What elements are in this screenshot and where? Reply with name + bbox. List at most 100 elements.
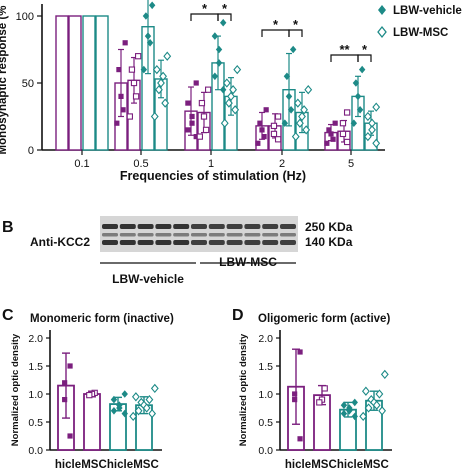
point-5-s1-2 [339, 130, 347, 138]
point-2-s3-4 [296, 118, 304, 128]
kda-140-label: 140 KDa [305, 235, 353, 249]
point-1-s1-1 [198, 99, 206, 107]
point-1-s3-1 [222, 78, 231, 88]
point-1-s3-3 [227, 91, 235, 102]
point-2-1 [110, 395, 118, 404]
significance-bracket-1-1 [217, 13, 232, 21]
point-0-2 [292, 397, 298, 403]
point-1-s0-5 [193, 134, 199, 140]
band-lower-lane-5 [173, 240, 190, 245]
point-2-s3-1 [293, 98, 302, 108]
bar-0.1-s3 [95, 15, 109, 151]
band-middle-lane-1 [102, 233, 118, 237]
point-2-s0-2 [259, 127, 265, 133]
x-tick-label-3: MSC [363, 459, 389, 471]
x-tick-label-1: 1 [208, 158, 214, 170]
band-middle-lane-3 [137, 233, 154, 237]
point-0-3 [67, 433, 73, 439]
point-3-1 [361, 386, 370, 396]
point-0.5-s1-4 [126, 113, 133, 120]
point-2-0 [121, 390, 128, 398]
band-middle-lane-6 [191, 233, 207, 237]
panel-c-letter: C [2, 307, 14, 324]
x-tick-label-0.5: 0.5 [133, 158, 148, 170]
panel-a-x-axis-label: Frequencies of stimulation (Hz) [120, 169, 306, 183]
band-lower-lane-7 [208, 240, 225, 245]
significance-bracket-5-1 [357, 54, 372, 62]
legend-label-lbw-msc: LBW-MSC [393, 27, 448, 39]
band-upper-lane-4 [155, 224, 172, 229]
point-2-s2-2 [285, 92, 293, 101]
point-0.5-s2-1 [142, 12, 150, 20]
point-0.5-s0-2 [118, 93, 124, 99]
significance-label-2-0: * [273, 17, 279, 32]
point-5-s1-3 [343, 138, 351, 146]
significance-bracket-2-1 [288, 29, 303, 37]
point-2-3 [116, 404, 123, 412]
point-1-s2-4 [211, 72, 219, 81]
point-3-5 [142, 403, 151, 413]
panel-c-y-axis-label: Normalized optic density [10, 333, 21, 446]
legend-label-lbw-vehicle: LBW-vehicle [393, 5, 462, 17]
point-5-s0-1 [326, 127, 332, 133]
point-1-s2-3 [215, 59, 223, 67]
point-1-s3-5 [231, 105, 240, 115]
band-lower-lane-4 [155, 240, 172, 245]
x-tick-label-0: hicle [55, 459, 81, 471]
panel-b-letter: B [2, 219, 14, 236]
band-upper-lane-6 [191, 224, 207, 229]
y-tick-label-0.5: 0.5 [258, 417, 273, 429]
point-1-2 [316, 399, 323, 406]
panel-d-title: Oligomeric form (active) [258, 313, 390, 325]
band-upper-lane-11 [280, 224, 296, 229]
point-0.5-s2-0 [148, 1, 156, 10]
significance-label-1-0: * [202, 1, 208, 16]
band-lower-lane-11 [280, 240, 296, 245]
point-5-s3-3 [368, 125, 376, 135]
panel-c-bar-chart: C Monomeric form (inactive) Normalized o… [2, 307, 174, 471]
band-lower-lane-2 [119, 240, 136, 245]
band-middle-lane-10 [262, 233, 279, 237]
band-middle-lane-4 [155, 233, 172, 237]
x-tick-label-0: hicle [285, 459, 311, 471]
point-2-s0-3 [261, 134, 267, 140]
point-5-s0-2 [328, 131, 334, 137]
significance-label-5-0: ** [339, 42, 350, 57]
point-5-s1-1 [339, 120, 347, 127]
band-middle-lane-7 [208, 233, 225, 237]
point-5-s3-1 [363, 111, 372, 122]
point-0.5-s2-3 [146, 39, 154, 47]
point-2-s2-1 [283, 72, 291, 81]
band-upper-lane-10 [262, 224, 279, 229]
band-upper-lane-2 [119, 224, 136, 229]
band-upper-lane-9 [244, 224, 261, 229]
point-1-s2-2 [215, 45, 223, 54]
point-5-s3-5 [372, 138, 381, 148]
point-0-1 [62, 380, 68, 386]
point-0.5-s3-3 [157, 78, 165, 88]
y-tick-label-0.5: 0.5 [28, 417, 43, 429]
band-middle-lane-11 [280, 233, 296, 237]
x-tick-label-1: MSC [311, 459, 337, 471]
group-label-msc: LBW-MSC [219, 255, 277, 269]
x-tick-label-0.1: 0.1 [74, 158, 89, 170]
y-tick-label-1.5: 1.5 [258, 361, 273, 373]
point-0.5-s2-2 [144, 32, 152, 40]
point-0.5-s3-4 [155, 85, 163, 95]
point-1-s3-0 [233, 64, 242, 75]
point-2-s3-3 [298, 111, 306, 122]
point-3-7 [378, 406, 387, 416]
point-1-0 [321, 385, 328, 392]
point-2-s0-1 [257, 120, 263, 126]
point-0-2 [62, 397, 68, 403]
point-3-8 [129, 411, 138, 422]
x-tick-label-1: MSC [81, 459, 107, 471]
x-tick-label-5: 5 [348, 158, 354, 170]
point-0.5-s3-2 [159, 71, 167, 81]
point-5-s2-0 [358, 65, 366, 74]
point-1-s3-2 [229, 85, 237, 95]
blot-bands [102, 224, 296, 245]
y-tick-label-50: 50 [22, 78, 34, 90]
point-2-s3-5 [302, 125, 311, 135]
